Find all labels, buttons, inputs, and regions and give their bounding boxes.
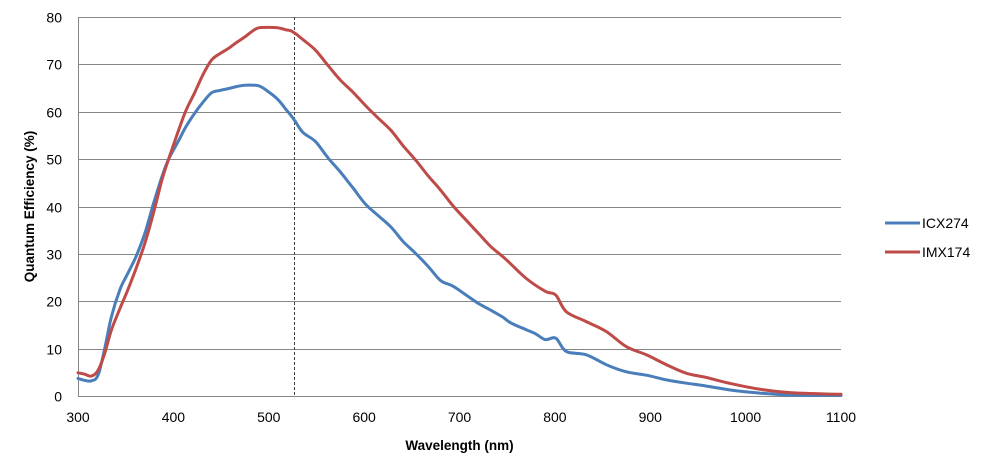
y-tick-label: 70 — [46, 57, 62, 73]
y-tick-label: 40 — [46, 200, 62, 216]
x-tick-label: 400 — [162, 409, 186, 425]
axes — [78, 17, 841, 397]
x-tick-label: 900 — [639, 409, 663, 425]
y-tick-label: 10 — [46, 342, 62, 358]
y-tick-label: 80 — [46, 10, 62, 26]
x-axis-title: Wavelength (nm) — [405, 438, 513, 453]
y-axis-title: Quantum Efficiency (%) — [22, 131, 37, 283]
series-line-imx174 — [76, 25, 843, 396]
x-tick-label: 700 — [448, 409, 472, 425]
x-tick-label: 500 — [257, 409, 281, 425]
y-tick-label: 20 — [46, 294, 62, 310]
x-tick-label: 800 — [543, 409, 567, 425]
series-lines — [76, 25, 843, 397]
y-tick-label: 30 — [46, 247, 62, 263]
legend-label: ICX274 — [922, 215, 969, 231]
y-tick-label: 50 — [46, 152, 62, 168]
legend-item-imx174: IMX174 — [885, 244, 970, 260]
x-tick-label: 1100 — [826, 409, 856, 425]
legend: ICX274 IMX174 — [885, 215, 970, 260]
tick-labels: 0 10 20 30 40 50 60 70 80 300 400 500 600 700 800 900 10… — [46, 10, 856, 426]
legend-label: IMX174 — [922, 244, 970, 260]
x-tick-label: 600 — [352, 409, 376, 425]
y-tick-label: 60 — [46, 105, 62, 121]
x-tick-label: 1000 — [730, 409, 761, 425]
legend-item-icx274: ICX274 — [885, 215, 969, 231]
series-line-icx274 — [76, 83, 843, 397]
y-tick-label: 0 — [54, 389, 62, 405]
gridlines — [78, 17, 841, 350]
x-tick-label: 300 — [66, 409, 90, 425]
